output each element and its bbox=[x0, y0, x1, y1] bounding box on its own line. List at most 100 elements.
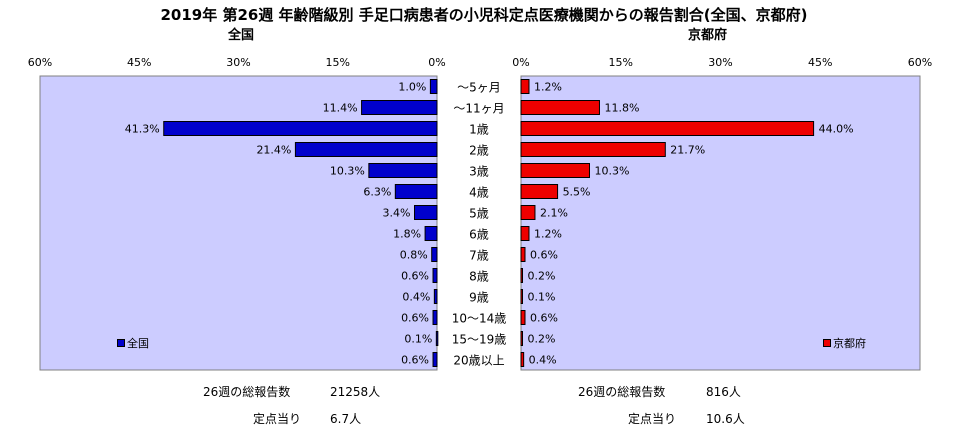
kyoto-data-label: 2.1% bbox=[540, 207, 568, 220]
national-data-label: 41.3% bbox=[125, 123, 160, 136]
kyoto-total-value: 816人 bbox=[706, 385, 741, 399]
kyoto-per-value: 10.6人 bbox=[706, 412, 745, 426]
category-label: 3歳 bbox=[469, 165, 489, 179]
kyoto-data-label: 11.8% bbox=[604, 102, 639, 115]
kyoto-data-label: 5.5% bbox=[563, 186, 591, 199]
national-plot-area bbox=[39, 75, 438, 371]
kyoto-bar bbox=[520, 268, 523, 283]
national-bar bbox=[432, 352, 438, 367]
national-data-label: 0.6% bbox=[401, 312, 429, 325]
category-label: 20歳以上 bbox=[453, 354, 504, 368]
kyoto-bar bbox=[520, 79, 530, 94]
kyoto-bar bbox=[520, 205, 536, 220]
national-data-label: 21.4% bbox=[256, 144, 291, 157]
kyoto-per-label: 定点当り bbox=[628, 412, 677, 426]
category-label: 2歳 bbox=[469, 144, 489, 158]
national-data-label: 0.8% bbox=[400, 249, 428, 262]
national-legend-label: 全国 bbox=[127, 337, 149, 350]
kyoto-legend-swatch bbox=[823, 339, 831, 347]
national-bar bbox=[433, 289, 438, 304]
category-label: 7歳 bbox=[469, 249, 489, 263]
chart-title: 2019年 第26週 年齢階級別 手足口病患者の小児科定点医療機関からの報告割合… bbox=[160, 6, 808, 24]
category-label: 5歳 bbox=[469, 207, 489, 221]
national-bar bbox=[424, 226, 438, 241]
kyoto-tick-label: 15% bbox=[609, 56, 633, 69]
national-bar bbox=[435, 331, 439, 346]
national-bar bbox=[163, 121, 438, 136]
national-tick-label: 0% bbox=[428, 56, 445, 69]
kyoto-data-label: 0.2% bbox=[528, 333, 556, 346]
national-data-label: 0.6% bbox=[401, 270, 429, 283]
category-label: 4歳 bbox=[469, 186, 489, 200]
national-tick-label: 60% bbox=[28, 56, 52, 69]
national-data-label: 0.4% bbox=[402, 291, 430, 304]
kyoto-plot-area bbox=[520, 75, 921, 371]
kyoto-chart-title: 京都府 bbox=[688, 28, 728, 43]
category-label: 10～14歳 bbox=[452, 312, 507, 326]
kyoto-bar bbox=[520, 184, 559, 199]
kyoto-bar bbox=[520, 331, 523, 346]
kyoto-data-label: 0.6% bbox=[530, 249, 558, 262]
kyoto-tick-label: 0% bbox=[512, 56, 529, 69]
national-data-label: 3.4% bbox=[383, 207, 411, 220]
national-chart-title: 全国 bbox=[228, 28, 255, 43]
kyoto-data-label: 0.2% bbox=[528, 270, 556, 283]
kyoto-data-label: 21.7% bbox=[670, 144, 705, 157]
national-data-label: 1.0% bbox=[398, 81, 426, 94]
national-total-value: 21258人 bbox=[330, 385, 381, 399]
kyoto-bar bbox=[520, 142, 666, 157]
kyoto-legend: 京都府 bbox=[823, 335, 866, 351]
kyoto-bar bbox=[520, 121, 815, 136]
kyoto-data-label: 1.2% bbox=[534, 228, 562, 241]
national-bar bbox=[429, 79, 438, 94]
national-bar bbox=[368, 163, 438, 178]
national-data-label: 6.3% bbox=[363, 186, 391, 199]
kyoto-tick-label: 30% bbox=[708, 56, 732, 69]
national-bar bbox=[432, 310, 438, 325]
kyoto-data-label: 44.0% bbox=[819, 123, 854, 136]
national-data-label: 11.4% bbox=[323, 102, 358, 115]
national-tick-label: 45% bbox=[127, 56, 151, 69]
national-legend: 全国 bbox=[117, 335, 149, 351]
national-bar bbox=[394, 184, 438, 199]
kyoto-bar bbox=[520, 163, 590, 178]
national-per-value: 6.7人 bbox=[330, 412, 362, 426]
national-data-label: 10.3% bbox=[330, 165, 365, 178]
category-label: 6歳 bbox=[469, 228, 489, 242]
kyoto-tick-label: 45% bbox=[808, 56, 832, 69]
national-total-label: 26週の総報告数 bbox=[203, 385, 291, 399]
kyoto-data-label: 0.4% bbox=[529, 354, 557, 367]
kyoto-bar bbox=[520, 310, 526, 325]
national-bar bbox=[432, 268, 438, 283]
national-bar bbox=[431, 247, 438, 262]
national-legend-swatch bbox=[117, 339, 125, 347]
kyoto-data-label: 1.2% bbox=[534, 81, 562, 94]
kyoto-legend-label: 京都府 bbox=[833, 337, 866, 350]
category-label: ～11ヶ月 bbox=[453, 102, 504, 116]
national-bar bbox=[361, 100, 438, 115]
kyoto-data-label: 0.1% bbox=[528, 291, 556, 304]
national-bar bbox=[294, 142, 438, 157]
national-data-label: 0.6% bbox=[401, 354, 429, 367]
kyoto-bar bbox=[520, 289, 523, 304]
category-label: 15～19歳 bbox=[452, 333, 507, 347]
kyoto-data-label: 10.3% bbox=[594, 165, 629, 178]
category-label: ～5ヶ月 bbox=[457, 81, 501, 95]
national-per-label: 定点当り bbox=[253, 412, 302, 426]
kyoto-total-label: 26週の総報告数 bbox=[578, 385, 666, 399]
category-label: 9歳 bbox=[469, 291, 489, 305]
kyoto-tick-label: 60% bbox=[908, 56, 932, 69]
national-data-label: 1.8% bbox=[393, 228, 421, 241]
kyoto-bar bbox=[520, 352, 525, 367]
national-tick-label: 15% bbox=[326, 56, 350, 69]
kyoto-bar bbox=[520, 100, 600, 115]
national-tick-label: 30% bbox=[226, 56, 250, 69]
category-label: 1歳 bbox=[469, 123, 489, 137]
national-bar bbox=[414, 205, 438, 220]
national-data-label: 0.1% bbox=[404, 333, 432, 346]
kyoto-bar bbox=[520, 247, 526, 262]
kyoto-data-label: 0.6% bbox=[530, 312, 558, 325]
category-label: 8歳 bbox=[469, 270, 489, 284]
kyoto-bar bbox=[520, 226, 530, 241]
